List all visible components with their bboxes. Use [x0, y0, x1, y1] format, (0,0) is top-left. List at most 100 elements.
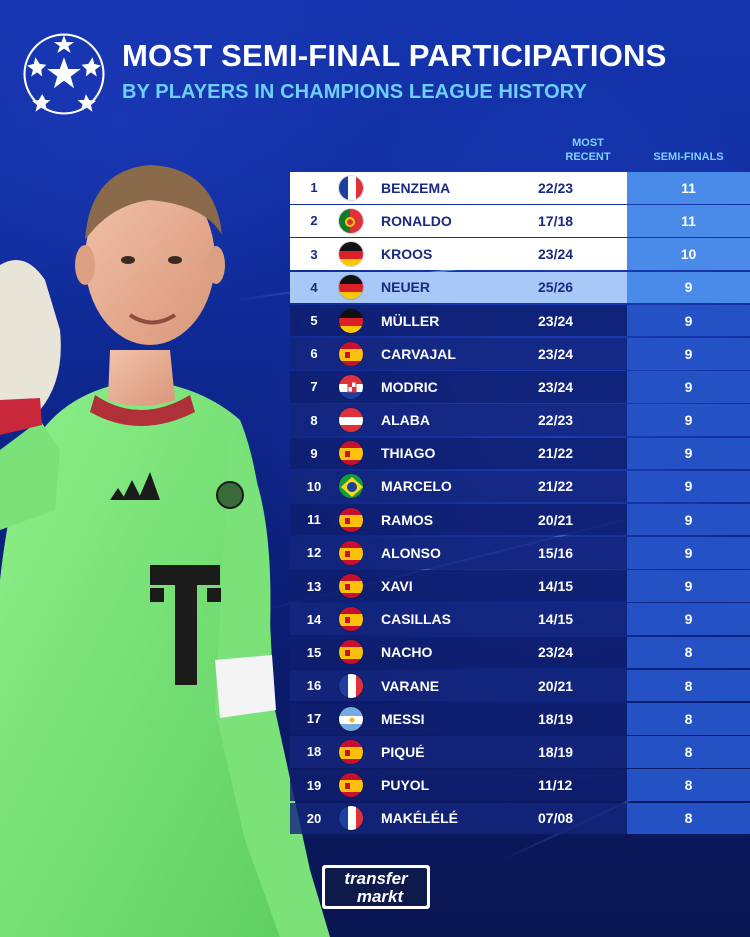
player-name: ALABA — [381, 412, 430, 429]
most-recent-season: 07/08 — [538, 810, 574, 827]
table-row: 7 MODRIC 23/24 9 — [290, 371, 750, 403]
france-flag-icon — [338, 174, 364, 201]
semi-finals-count: 8 — [627, 669, 750, 702]
rank-cell: 11 — [307, 512, 321, 528]
semi-finals-count: 9 — [627, 304, 750, 337]
player-name: XAVI — [381, 578, 413, 595]
player-name: NEUER — [381, 279, 431, 296]
logo-text-line1: transfer — [344, 869, 409, 888]
column-header-line: MOST — [572, 137, 604, 149]
table-row: 17 MESSI 18/19 8 — [290, 703, 750, 735]
rank-cell: 16 — [306, 678, 322, 694]
most-recent-season: 25/26 — [538, 279, 574, 296]
brazil-flag-icon — [338, 473, 364, 500]
spain-flag-icon — [338, 506, 364, 533]
germany-flag-icon — [338, 241, 364, 268]
rank-cell: 12 — [306, 545, 322, 561]
semi-finals-count: 9 — [627, 570, 750, 602]
rank-cell: 9 — [310, 445, 318, 461]
semi-finals-count: 8 — [627, 636, 750, 669]
player-name: MÜLLER — [381, 312, 440, 329]
table-row: 3 KROOS 23/24 10 — [290, 238, 750, 270]
rank-cell: 17 — [306, 711, 322, 727]
table-row: 4 NEUER 25/26 9 — [290, 271, 750, 304]
rank-cell: 2 — [310, 213, 318, 229]
spain-flag-icon — [338, 440, 364, 467]
table-row: 9 THIAGO 21/22 9 — [290, 437, 750, 470]
player-name: VARANE — [381, 677, 440, 694]
table-row: 8 ALABA 22/23 9 — [290, 404, 750, 436]
table-row: 6 CARVAJAL 23/24 9 — [290, 337, 750, 370]
most-recent-season: 23/24 — [538, 345, 574, 362]
player-name: MARCELO — [381, 478, 452, 495]
column-header-semi-finals: SEMI-FINALS — [653, 151, 724, 163]
semi-finals-count: 9 — [627, 404, 750, 436]
most-recent-season: 14/15 — [538, 611, 574, 628]
most-recent-season: 21/22 — [538, 478, 574, 495]
austria-flag-icon — [338, 407, 364, 434]
portugal-flag-icon — [338, 207, 364, 234]
rank-cell: 8 — [310, 412, 318, 428]
player-name: RONALDO — [381, 212, 452, 229]
ranking-table: 1 BENZEMA 22/23 11 2 RONALDO 17/18 11 3 KROOS 23/2… — [290, 172, 750, 836]
player-name: PUYOL — [381, 777, 430, 794]
most-recent-season: 20/21 — [538, 511, 574, 528]
spain-flag-icon — [338, 573, 364, 600]
goalkeeper-photo — [0, 165, 330, 937]
rank-cell: 10 — [306, 478, 322, 494]
player-name: KROOS — [381, 246, 433, 263]
germany-flag-icon — [338, 307, 364, 334]
semi-finals-count: 9 — [627, 271, 750, 304]
table-row: 18 PIQUÉ 18/19 8 — [290, 736, 750, 768]
spain-flag-icon — [338, 772, 364, 799]
semi-finals-count: 9 — [627, 537, 750, 569]
player-name: MAKÉLÉLÉ — [381, 810, 458, 827]
rank-cell: 13 — [306, 578, 322, 594]
table-row: 20 MAKÉLÉLÉ 07/08 8 — [290, 802, 750, 835]
germany-flag-icon — [338, 274, 364, 301]
logo-text-line2: markt — [357, 887, 405, 906]
rank-cell: 3 — [310, 246, 318, 262]
player-name: MODRIC — [381, 378, 438, 395]
rank-cell: 14 — [306, 611, 322, 627]
table-row: 19 PUYOL 11/12 8 — [290, 769, 750, 801]
france-flag-icon — [338, 805, 364, 832]
most-recent-season: 23/24 — [538, 246, 574, 263]
player-name: ALONSO — [381, 544, 441, 561]
most-recent-season: 20/21 — [538, 677, 574, 694]
semi-finals-count: 9 — [627, 603, 750, 636]
rank-cell: 15 — [306, 644, 322, 660]
rank-cell: 5 — [310, 313, 318, 329]
rank-cell: 1 — [310, 180, 318, 196]
semi-finals-count: 9 — [627, 503, 750, 536]
semi-finals-count: 8 — [627, 802, 750, 835]
most-recent-season: 21/22 — [538, 445, 574, 462]
transfermarkt-logo: transfer markt — [322, 865, 430, 909]
semi-finals-count: 9 — [627, 337, 750, 370]
most-recent-season: 14/15 — [538, 578, 574, 595]
semi-finals-count: 9 — [627, 371, 750, 403]
column-header-most-recent: MOST RECENT — [552, 136, 624, 164]
semi-finals-count: 11 — [627, 205, 750, 237]
rank-cell: 18 — [306, 744, 322, 760]
player-name: BENZEMA — [381, 179, 451, 196]
table-row: 14 CASILLAS 14/15 9 — [290, 603, 750, 636]
table-row: 2 RONALDO 17/18 11 — [290, 205, 750, 237]
spain-flag-icon — [338, 738, 364, 765]
player-name: CARVAJAL — [381, 345, 456, 362]
semi-finals-count: 8 — [627, 736, 750, 768]
page-subtitle: BY PLAYERS IN CHAMPIONS LEAGUE HISTORY — [122, 81, 587, 103]
france-flag-icon — [338, 672, 364, 699]
spain-flag-icon — [338, 539, 364, 566]
player-name: THIAGO — [381, 445, 436, 462]
semi-finals-count: 9 — [627, 437, 750, 470]
table-row: 12 ALONSO 15/16 9 — [290, 537, 750, 569]
most-recent-season: 18/19 — [538, 710, 574, 727]
most-recent-season: 11/12 — [538, 777, 573, 794]
page-title: MOST SEMI-FINAL PARTICIPATIONS — [122, 38, 667, 73]
most-recent-season: 22/23 — [538, 179, 574, 196]
column-header-line: RECENT — [565, 151, 611, 163]
table-row: 10 MARCELO 21/22 9 — [290, 470, 750, 503]
spain-flag-icon — [338, 606, 364, 633]
table-row: 13 XAVI 14/15 9 — [290, 570, 750, 602]
